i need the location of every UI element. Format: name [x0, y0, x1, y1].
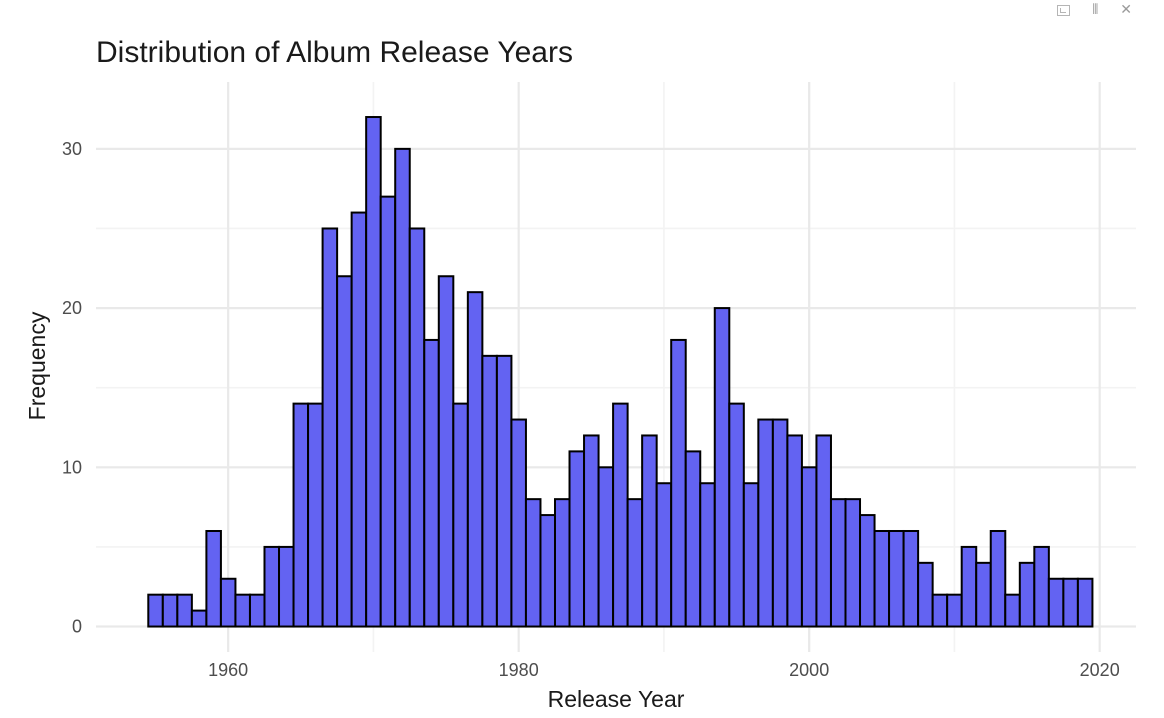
- histogram-bar: [248, 593, 266, 628]
- x-tick-label: 1960: [208, 660, 248, 680]
- histogram-bar: [1062, 577, 1079, 628]
- x-axis-label: Release Year: [548, 686, 685, 712]
- histogram-bar: [278, 545, 295, 628]
- histogram-bar: [379, 195, 397, 628]
- histogram-bar: [539, 514, 556, 628]
- histogram-bar: [263, 545, 281, 628]
- y-tick-label: 10: [62, 457, 82, 477]
- histogram-bar: [147, 593, 164, 628]
- histogram-bar: [670, 338, 687, 628]
- histogram-bar: [161, 593, 179, 628]
- histogram-bar: [336, 275, 353, 628]
- histogram-bar: [626, 498, 644, 628]
- histogram-bar: [844, 498, 862, 628]
- histogram-bar: [234, 593, 251, 628]
- y-tick-label: 0: [72, 617, 82, 637]
- histogram-bar: [815, 434, 832, 628]
- histogram-bar: [655, 482, 673, 628]
- bar-layer: [147, 116, 1094, 628]
- histogram-bar: [365, 116, 382, 628]
- histogram-bar: [437, 275, 455, 628]
- histogram-bar: [350, 211, 368, 628]
- histogram-bar: [873, 529, 891, 628]
- histogram-bar: [757, 418, 774, 628]
- histogram-bar: [829, 498, 847, 628]
- histogram-bar: [394, 147, 411, 628]
- chart-title: Distribution of Album Release Years: [96, 36, 573, 69]
- histogram-bar: [960, 545, 978, 628]
- histogram-bar: [917, 561, 934, 628]
- histogram-bar: [684, 450, 702, 628]
- x-tick-labels: 1960 1980 2000 2020: [208, 660, 1120, 680]
- histogram-bar: [452, 402, 469, 628]
- y-tick-labels: 0 10 20 30: [62, 139, 82, 637]
- histogram-bar: [931, 593, 949, 628]
- histogram-bar: [1047, 577, 1065, 628]
- histogram-bar: [510, 418, 527, 628]
- histogram-bar: [786, 434, 803, 628]
- y-tick-label: 30: [62, 139, 82, 159]
- close-icon[interactable]: ✕: [1120, 2, 1132, 18]
- x-tick-label: 1980: [499, 660, 539, 680]
- histogram-bar: [583, 434, 600, 628]
- histogram-bar: [888, 529, 905, 628]
- histogram-bar: [321, 227, 339, 628]
- histogram-bar: [771, 418, 789, 628]
- histogram-bar: [568, 450, 586, 628]
- x-tick-label: 2020: [1080, 660, 1120, 680]
- histogram-bar: [176, 593, 193, 628]
- histogram-bar: [597, 466, 615, 628]
- histogram-bar: [946, 593, 963, 628]
- histogram-bar: [219, 577, 237, 628]
- histogram-bar: [728, 402, 745, 628]
- histogram-bar: [423, 338, 440, 628]
- histogram-bar: [1018, 561, 1036, 628]
- histogram-bar: [481, 354, 498, 628]
- histogram-bar: [713, 307, 731, 628]
- histogram-bar: [292, 402, 310, 628]
- popout-icon[interactable]: [1057, 4, 1071, 16]
- histogram-bar: [190, 609, 208, 628]
- histogram-bar: [742, 482, 760, 628]
- histogram-bar: [859, 514, 876, 628]
- histogram-bar: [800, 466, 818, 628]
- y-axis-label: Frequency: [24, 311, 50, 420]
- histogram-bar: [495, 354, 513, 628]
- histogram-bar: [641, 434, 658, 628]
- histogram-bar: [205, 529, 222, 628]
- y-tick-label: 20: [62, 298, 82, 318]
- histogram-bar: [553, 498, 571, 628]
- histogram-bar: [699, 482, 716, 628]
- histogram-bar: [1004, 593, 1021, 628]
- window-controls: ⫴ ✕: [1057, 0, 1164, 20]
- histogram-bar: [902, 529, 920, 628]
- histogram-bar: [408, 227, 426, 628]
- histogram-bar: [975, 561, 992, 628]
- histogram-bar: [1076, 577, 1094, 628]
- histogram-bar: [307, 402, 324, 628]
- histogram-bar: [1033, 545, 1050, 628]
- histogram-bar: [466, 291, 484, 628]
- x-tick-label: 2000: [789, 660, 829, 680]
- histogram-bar: [524, 498, 542, 628]
- histogram-bar: [612, 402, 629, 628]
- collapse-icon[interactable]: ⫴: [1092, 2, 1099, 18]
- histogram-bar: [989, 529, 1007, 628]
